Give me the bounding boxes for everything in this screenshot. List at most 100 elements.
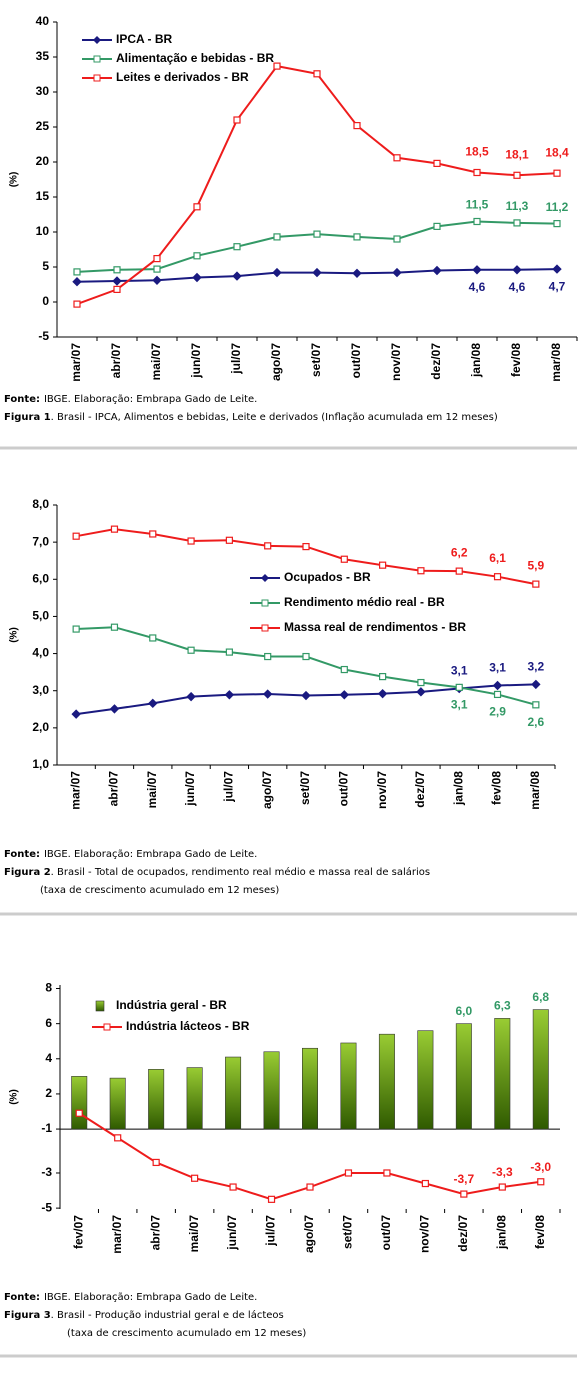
point	[152, 1158, 160, 1167]
x-tick-label: jul/07	[222, 771, 236, 803]
caption: Figura 1. Brasil - IPCA, Alimentos e beb…	[4, 412, 498, 423]
caption: Figura 2. Brasil - Total de ocupados, re…	[4, 866, 430, 878]
legend-label: Rendimento médio real - BR	[284, 595, 445, 609]
value-label: 3,2	[528, 660, 545, 674]
x-tick-label: jan/08	[469, 343, 483, 378]
bar	[340, 1042, 357, 1130]
legend-label: Leites e derivados - BR	[116, 70, 249, 84]
point	[264, 652, 272, 661]
point	[472, 265, 482, 275]
legend-marker	[93, 55, 101, 63]
point	[187, 537, 195, 545]
x-tick-label: set/07	[341, 1215, 355, 1249]
source-text: IBGE. Elaboração: Embrapa Gado de Leite.	[44, 849, 257, 860]
legend-marker	[261, 624, 269, 632]
point	[110, 623, 119, 631]
value-label: 18,1	[505, 147, 529, 161]
x-tick-label: dez/07	[413, 771, 427, 808]
point	[273, 62, 281, 70]
y-tick-label: 10	[36, 224, 50, 238]
value-label: 11,2	[546, 200, 569, 214]
point	[416, 687, 426, 697]
x-tick-label: jul/07	[264, 1215, 278, 1247]
point	[233, 243, 241, 251]
y-tick-label: 3,0	[32, 683, 49, 697]
y-axis-label: (%)	[9, 1089, 20, 1105]
legend-label: Massa real de rendimentos - BR	[284, 620, 466, 634]
y-tick-label: 6	[45, 1016, 52, 1030]
point	[433, 222, 441, 230]
point	[225, 536, 233, 544]
point	[306, 1183, 314, 1191]
value-label: 6,2	[451, 545, 468, 559]
x-tick-label: out/07	[349, 343, 363, 379]
y-tick-label: 5,0	[32, 609, 49, 623]
x-tick-label: fev/08	[509, 343, 523, 377]
point	[71, 709, 81, 719]
y-tick-label: 30	[36, 84, 50, 98]
value-label: 4,7	[549, 279, 566, 293]
legend-marker	[261, 599, 269, 607]
point	[352, 268, 362, 279]
point	[273, 233, 281, 241]
point	[149, 530, 157, 538]
point	[532, 580, 540, 588]
x-tick-label: jan/08	[451, 771, 465, 806]
point	[313, 230, 321, 238]
legend-label: Ocupados - BR	[284, 570, 371, 584]
y-tick-label: 35	[36, 49, 50, 63]
caption-text: (taxa de crescimento acumulado em 12 mes…	[67, 1328, 306, 1339]
x-tick-label: set/07	[309, 343, 323, 377]
source-label: Fonte:	[4, 394, 40, 405]
point	[392, 267, 402, 278]
x-tick-label: set/07	[298, 771, 312, 805]
value-label: 6,0	[456, 1004, 473, 1018]
bar	[148, 1069, 165, 1130]
point	[232, 271, 242, 281]
x-tick-label: mar/08	[549, 343, 563, 382]
x-tick-label: dez/07	[429, 343, 443, 380]
y-tick-label: 7,0	[32, 534, 49, 548]
point	[313, 70, 321, 78]
y-tick-label: 25	[36, 119, 50, 133]
point	[262, 689, 273, 699]
x-tick-label: jan/08	[494, 1215, 508, 1250]
point	[301, 690, 311, 701]
caption-text: (taxa de crescimento acumulado em 12 mes…	[40, 885, 279, 896]
figure-label: Figura 3	[4, 1310, 51, 1321]
bar	[109, 1077, 126, 1130]
point	[553, 220, 561, 228]
x-tick-label: mar/08	[528, 771, 542, 810]
point	[186, 691, 196, 702]
value-label: 4,6	[469, 280, 486, 294]
bar	[186, 1067, 203, 1130]
x-tick-label: abr/07	[109, 343, 123, 379]
y-tick-label: -5	[38, 329, 49, 343]
y-tick-label: 2	[45, 1086, 52, 1100]
point	[552, 264, 562, 274]
y-tick-label: 8,0	[32, 497, 49, 511]
caption-text: . Brasil - IPCA, Alimentos e bebidas, Le…	[51, 412, 498, 423]
point	[379, 561, 387, 569]
point	[340, 555, 348, 563]
value-label: 18,5	[465, 145, 489, 159]
x-tick-label: ago/07	[302, 1215, 316, 1253]
x-tick-label: abr/07	[148, 1215, 162, 1251]
point	[72, 276, 82, 287]
y-tick-label: 6,0	[32, 571, 49, 585]
y-tick-label: 40	[36, 14, 50, 28]
bar	[71, 1076, 88, 1130]
point	[383, 1169, 391, 1177]
point	[455, 683, 463, 691]
caption: Figura 3. Brasil - Produção industrial g…	[4, 1309, 284, 1321]
legend-marker	[93, 74, 101, 82]
y-tick-label: -1	[41, 1121, 52, 1135]
y-tick-label: 20	[36, 154, 50, 168]
x-tick-label: jul/07	[229, 343, 243, 375]
legend-marker	[261, 574, 269, 582]
point	[421, 1179, 429, 1188]
caption: (taxa de crescimento acumulado em 12 mes…	[67, 1328, 306, 1339]
point	[417, 678, 425, 687]
point	[114, 1134, 122, 1142]
point	[339, 690, 350, 700]
